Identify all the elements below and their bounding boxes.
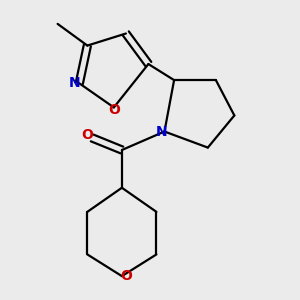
Text: O: O [81,128,93,142]
Text: N: N [155,124,167,139]
Text: O: O [120,269,132,283]
Text: O: O [109,103,121,117]
Text: N: N [69,76,80,89]
